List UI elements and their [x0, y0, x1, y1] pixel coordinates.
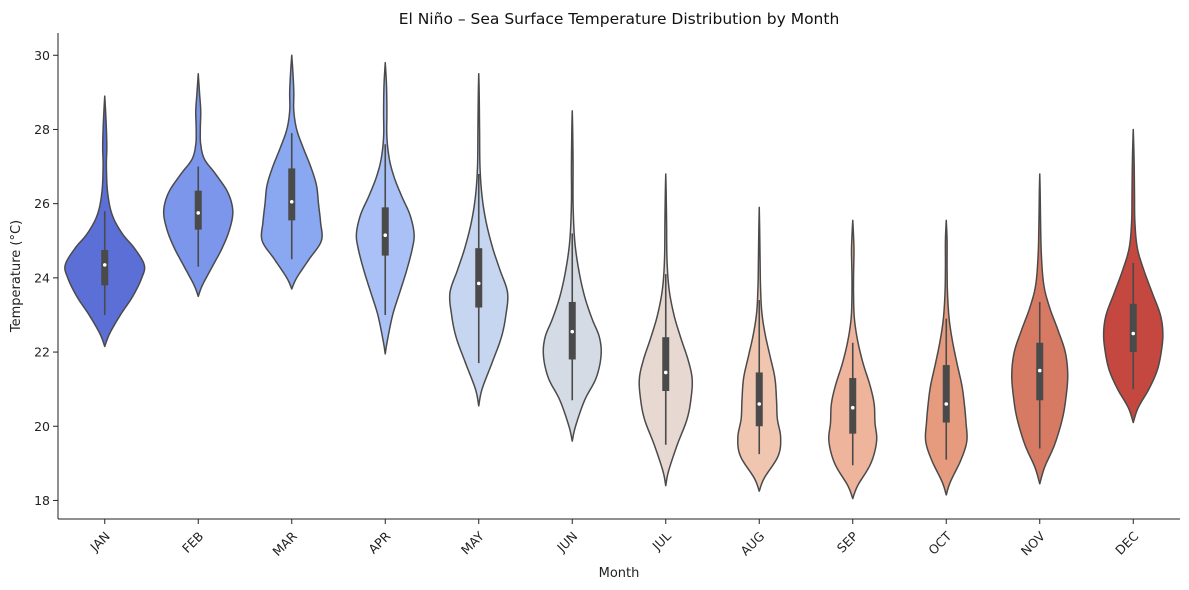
x-tick-label-dec: DEC	[1112, 528, 1141, 557]
iqr-box-jul	[662, 337, 670, 392]
median-dot-mar	[289, 200, 294, 204]
y-tick-label: 20	[34, 419, 50, 434]
x-tick-label-feb: FEB	[179, 529, 206, 556]
x-tick-label-sep: SEP	[834, 528, 861, 555]
y-axis: 18 20 22 24 26 28 30	[34, 33, 59, 519]
median-dot-aug	[757, 402, 762, 406]
iqr-box-sep	[849, 378, 857, 434]
iqr-box-dec	[1129, 303, 1137, 353]
y-axis-title: Temperature (°C)	[9, 220, 24, 333]
chart-title: El Niño – Sea Surface Temperature Distri…	[399, 10, 840, 28]
iqr-box-feb	[194, 190, 202, 230]
median-dot-oct	[944, 402, 949, 406]
iqr-box-jan	[101, 250, 109, 286]
violin-group	[64, 54, 1164, 500]
iqr-box-aug	[755, 372, 763, 427]
y-tick-label: 30	[34, 48, 50, 63]
median-dot-may	[476, 281, 481, 286]
x-tick-label-mar: MAR	[269, 528, 300, 559]
x-tick-label-oct: OCT	[925, 528, 954, 557]
y-tick-label: 28	[34, 122, 50, 137]
x-tick-label-jan: JAN	[86, 529, 112, 555]
median-dot-feb	[196, 211, 201, 215]
x-tick-label-may: MAY	[458, 528, 487, 557]
median-dot-dec	[1131, 331, 1136, 336]
iqr-box-oct	[942, 365, 950, 423]
iqr-box-apr	[381, 207, 389, 256]
x-tick-label-jun: JUN	[553, 529, 580, 556]
x-axis-title: Month	[599, 566, 640, 581]
iqr-box-mar	[288, 168, 296, 221]
median-dot-apr	[383, 233, 388, 237]
x-tick-label-apr: APR	[365, 528, 393, 556]
median-dot-sep	[850, 405, 855, 410]
y-tick-label: 18	[34, 493, 50, 508]
median-dot-nov	[1037, 368, 1042, 373]
median-dot-jun	[570, 329, 575, 334]
x-tick-label-aug: AUG	[737, 529, 767, 559]
x-axis: JAN FEB MAR APR MAY JUN JUL AUG SEP OCT NOV DEC	[58, 518, 1180, 559]
median-dot-jan	[102, 263, 107, 267]
y-tick-label: 26	[34, 196, 50, 211]
median-dot-jul	[663, 370, 668, 375]
x-tick-label-nov: NOV	[1018, 528, 1048, 558]
iqr-box-may	[475, 248, 483, 308]
x-tick-label-jul: JUL	[649, 528, 674, 553]
y-tick-label: 24	[34, 270, 50, 285]
y-tick-label: 22	[34, 345, 50, 360]
